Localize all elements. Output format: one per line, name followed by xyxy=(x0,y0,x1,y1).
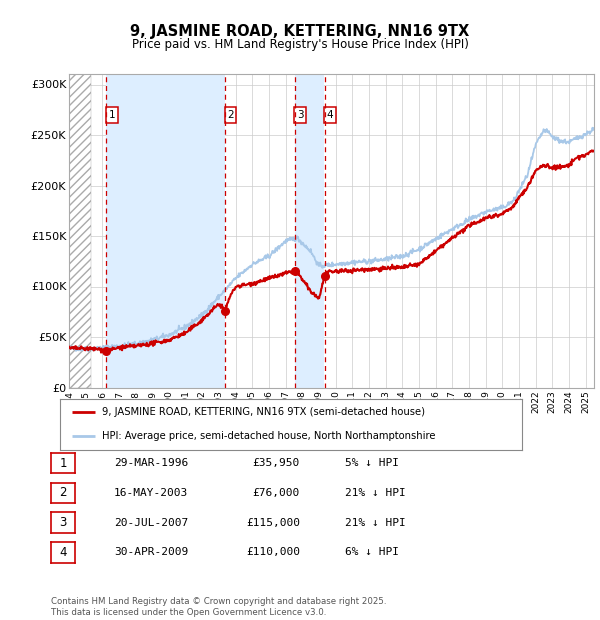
Text: 30-APR-2009: 30-APR-2009 xyxy=(114,547,188,557)
Bar xyxy=(295,74,325,388)
Text: 6% ↓ HPI: 6% ↓ HPI xyxy=(345,547,399,557)
Text: 4: 4 xyxy=(326,110,333,120)
Text: 4: 4 xyxy=(59,546,67,559)
Text: £35,950: £35,950 xyxy=(253,458,300,468)
Text: 9, JASMINE ROAD, KETTERING, NN16 9TX (semi-detached house): 9, JASMINE ROAD, KETTERING, NN16 9TX (se… xyxy=(101,407,425,417)
Text: £115,000: £115,000 xyxy=(246,518,300,528)
Text: 5% ↓ HPI: 5% ↓ HPI xyxy=(345,458,399,468)
Text: 1: 1 xyxy=(59,457,67,469)
Text: £76,000: £76,000 xyxy=(253,488,300,498)
Text: Contains HM Land Registry data © Crown copyright and database right 2025.
This d: Contains HM Land Registry data © Crown c… xyxy=(51,598,386,617)
Bar xyxy=(69,74,91,388)
Bar xyxy=(106,74,225,388)
Text: 2: 2 xyxy=(59,487,67,499)
Text: 20-JUL-2007: 20-JUL-2007 xyxy=(114,518,188,528)
Text: Price paid vs. HM Land Registry's House Price Index (HPI): Price paid vs. HM Land Registry's House … xyxy=(131,38,469,51)
Text: HPI: Average price, semi-detached house, North Northamptonshire: HPI: Average price, semi-detached house,… xyxy=(101,431,435,441)
Text: 21% ↓ HPI: 21% ↓ HPI xyxy=(345,488,406,498)
Text: 3: 3 xyxy=(59,516,67,529)
Text: 16-MAY-2003: 16-MAY-2003 xyxy=(114,488,188,498)
Text: 29-MAR-1996: 29-MAR-1996 xyxy=(114,458,188,468)
Text: 1: 1 xyxy=(109,110,115,120)
Text: 9, JASMINE ROAD, KETTERING, NN16 9TX: 9, JASMINE ROAD, KETTERING, NN16 9TX xyxy=(130,24,470,38)
Text: 3: 3 xyxy=(296,110,303,120)
Text: £110,000: £110,000 xyxy=(246,547,300,557)
Text: 21% ↓ HPI: 21% ↓ HPI xyxy=(345,518,406,528)
Text: 2: 2 xyxy=(227,110,234,120)
